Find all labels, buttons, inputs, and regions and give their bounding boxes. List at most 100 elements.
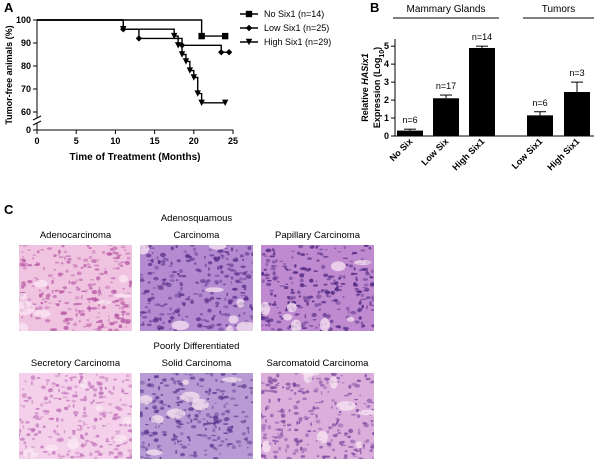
nucleus bbox=[73, 264, 78, 268]
nucleus bbox=[89, 384, 95, 390]
nucleus bbox=[84, 432, 88, 436]
nucleus bbox=[188, 407, 195, 411]
nucleus bbox=[61, 261, 64, 265]
nucleus bbox=[358, 316, 362, 320]
nucleus bbox=[83, 406, 86, 411]
lumen bbox=[316, 431, 328, 444]
nucleus bbox=[105, 440, 110, 443]
nucleus bbox=[170, 317, 175, 320]
marker bbox=[221, 32, 229, 40]
x-tick-label: 25 bbox=[228, 136, 238, 146]
nucleus bbox=[147, 309, 151, 314]
nucleus bbox=[88, 308, 91, 312]
nucleus bbox=[90, 401, 94, 405]
survival-line bbox=[37, 19, 226, 37]
nucleus bbox=[193, 451, 197, 454]
nucleus bbox=[365, 271, 369, 275]
nucleus bbox=[273, 294, 277, 297]
nucleus bbox=[217, 266, 220, 270]
nucleus bbox=[312, 406, 316, 410]
nucleus bbox=[371, 408, 374, 411]
nucleus bbox=[21, 251, 24, 253]
nucleus bbox=[347, 445, 354, 448]
nucleus bbox=[98, 412, 105, 416]
nucleus bbox=[271, 435, 277, 439]
nucleus bbox=[189, 376, 196, 380]
nucleus bbox=[168, 405, 171, 408]
nucleus bbox=[263, 268, 267, 271]
nucleus bbox=[281, 413, 286, 418]
nucleus bbox=[22, 424, 25, 429]
lumen bbox=[228, 315, 239, 324]
nucleus bbox=[207, 272, 211, 277]
marker bbox=[190, 74, 197, 81]
nucleus bbox=[272, 271, 276, 276]
nucleus bbox=[21, 316, 24, 319]
nucleus bbox=[338, 274, 343, 279]
nucleus bbox=[147, 302, 151, 305]
lumen bbox=[236, 298, 245, 308]
nucleus bbox=[322, 386, 328, 389]
nucleus bbox=[74, 394, 78, 398]
nucleus bbox=[241, 410, 246, 414]
image-caption: Secretory Carcinoma bbox=[31, 358, 121, 369]
nucleus bbox=[127, 412, 131, 415]
nucleus bbox=[296, 420, 299, 426]
nucleus bbox=[21, 393, 27, 399]
nucleus bbox=[40, 445, 44, 449]
axis-break bbox=[32, 120, 42, 126]
marker bbox=[218, 49, 225, 56]
legend-label: Low Six1 (n=25) bbox=[264, 23, 329, 33]
nucleus bbox=[98, 395, 104, 399]
nucleus bbox=[261, 430, 266, 432]
nucleus bbox=[22, 255, 25, 258]
lumen bbox=[80, 379, 89, 389]
nucleus bbox=[354, 398, 359, 401]
nucleus bbox=[355, 278, 358, 282]
nucleus bbox=[342, 296, 345, 298]
nucleus bbox=[360, 249, 366, 252]
nucleus bbox=[261, 412, 263, 417]
nucleus bbox=[21, 259, 27, 263]
nucleus bbox=[366, 398, 373, 403]
nucleus bbox=[284, 448, 288, 453]
nucleus bbox=[70, 281, 76, 285]
nucleus bbox=[56, 425, 59, 428]
nucleus bbox=[113, 260, 119, 263]
lumen bbox=[140, 395, 153, 405]
nucleus bbox=[120, 300, 126, 306]
nucleus bbox=[353, 267, 356, 271]
nucleus bbox=[261, 279, 265, 284]
nucleus bbox=[214, 402, 217, 404]
nucleus bbox=[220, 254, 225, 259]
nucleus bbox=[25, 420, 30, 424]
nucleus bbox=[195, 282, 199, 284]
nucleus bbox=[271, 303, 277, 306]
nucleus bbox=[147, 281, 151, 284]
nucleus bbox=[165, 282, 172, 288]
nucleus bbox=[207, 436, 212, 440]
nucleus bbox=[219, 390, 226, 393]
x-tick-label: Low Six1 bbox=[510, 136, 545, 171]
nucleus bbox=[337, 308, 341, 311]
nucleus bbox=[174, 293, 180, 298]
nucleus bbox=[244, 415, 249, 418]
nucleus bbox=[95, 373, 98, 377]
nucleus bbox=[74, 451, 80, 455]
nucleus bbox=[175, 450, 178, 454]
nucleus bbox=[243, 438, 247, 441]
nucleus bbox=[290, 291, 296, 295]
nucleus bbox=[90, 279, 95, 281]
nucleus bbox=[232, 258, 239, 262]
nucleus bbox=[153, 276, 159, 281]
nucleus bbox=[152, 431, 159, 436]
nucleus bbox=[163, 257, 169, 262]
nucleus bbox=[251, 271, 253, 273]
nucleus bbox=[27, 249, 32, 251]
nucleus bbox=[299, 387, 305, 390]
nucleus bbox=[75, 312, 78, 318]
nucleus bbox=[140, 380, 146, 385]
nucleus bbox=[147, 378, 151, 381]
nucleus bbox=[261, 382, 265, 385]
nucleus bbox=[214, 426, 218, 428]
